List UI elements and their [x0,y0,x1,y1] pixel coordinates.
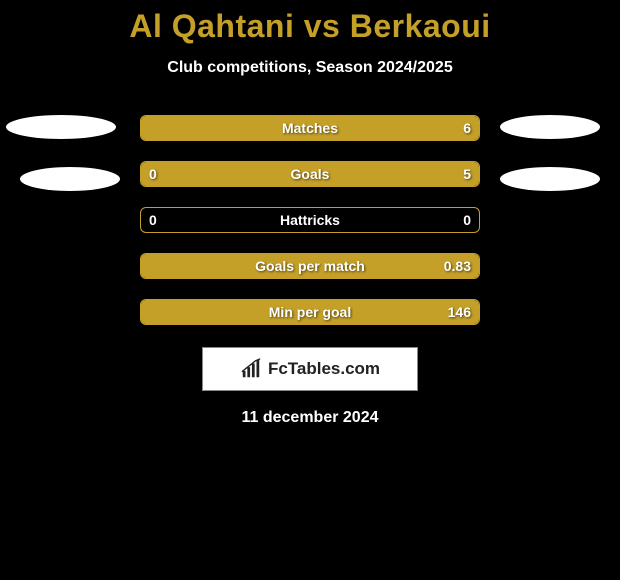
comparison-body: Matches 6 Goals 0 5 Hattricks 0 0 Goals per matc… [0,115,620,427]
chart-icon [240,358,262,380]
stat-value-right: 0 [463,212,471,228]
player-right-ellipse-2 [500,167,600,191]
page-subtitle: Club competitions, Season 2024/2025 [0,59,620,77]
stat-value-right: 0.83 [444,258,471,274]
stat-row: Hattricks 0 0 [140,207,480,233]
player-left-ellipse-2 [20,167,120,191]
stat-label: Hattricks [280,212,340,228]
stat-value-right: 6 [463,120,471,136]
stat-row: Goals per match 0.83 [140,253,480,279]
page-title: Al Qahtani vs Berkaoui [0,8,620,45]
stat-row: Min per goal 146 [140,299,480,325]
stat-value-right: 5 [463,166,471,182]
stat-label: Goals [291,166,330,182]
stat-row: Matches 6 [140,115,480,141]
player-right-ellipse-1 [500,115,600,139]
stat-value-left: 0 [149,166,157,182]
stat-row: Goals 0 5 [140,161,480,187]
brand-label: FcTables.com [268,359,380,379]
stat-value-left: 0 [149,212,157,228]
stat-value-right: 146 [448,304,471,320]
stat-rows: Matches 6 Goals 0 5 Hattricks 0 0 Goals per matc… [140,115,480,325]
player-left-ellipse-1 [6,115,116,139]
stat-label: Matches [282,120,338,136]
brand-box[interactable]: FcTables.com [202,347,418,391]
stat-label: Min per goal [269,304,351,320]
stat-label: Goals per match [255,258,365,274]
stat-fill-right [209,162,479,186]
date-label: 11 december 2024 [0,409,620,427]
